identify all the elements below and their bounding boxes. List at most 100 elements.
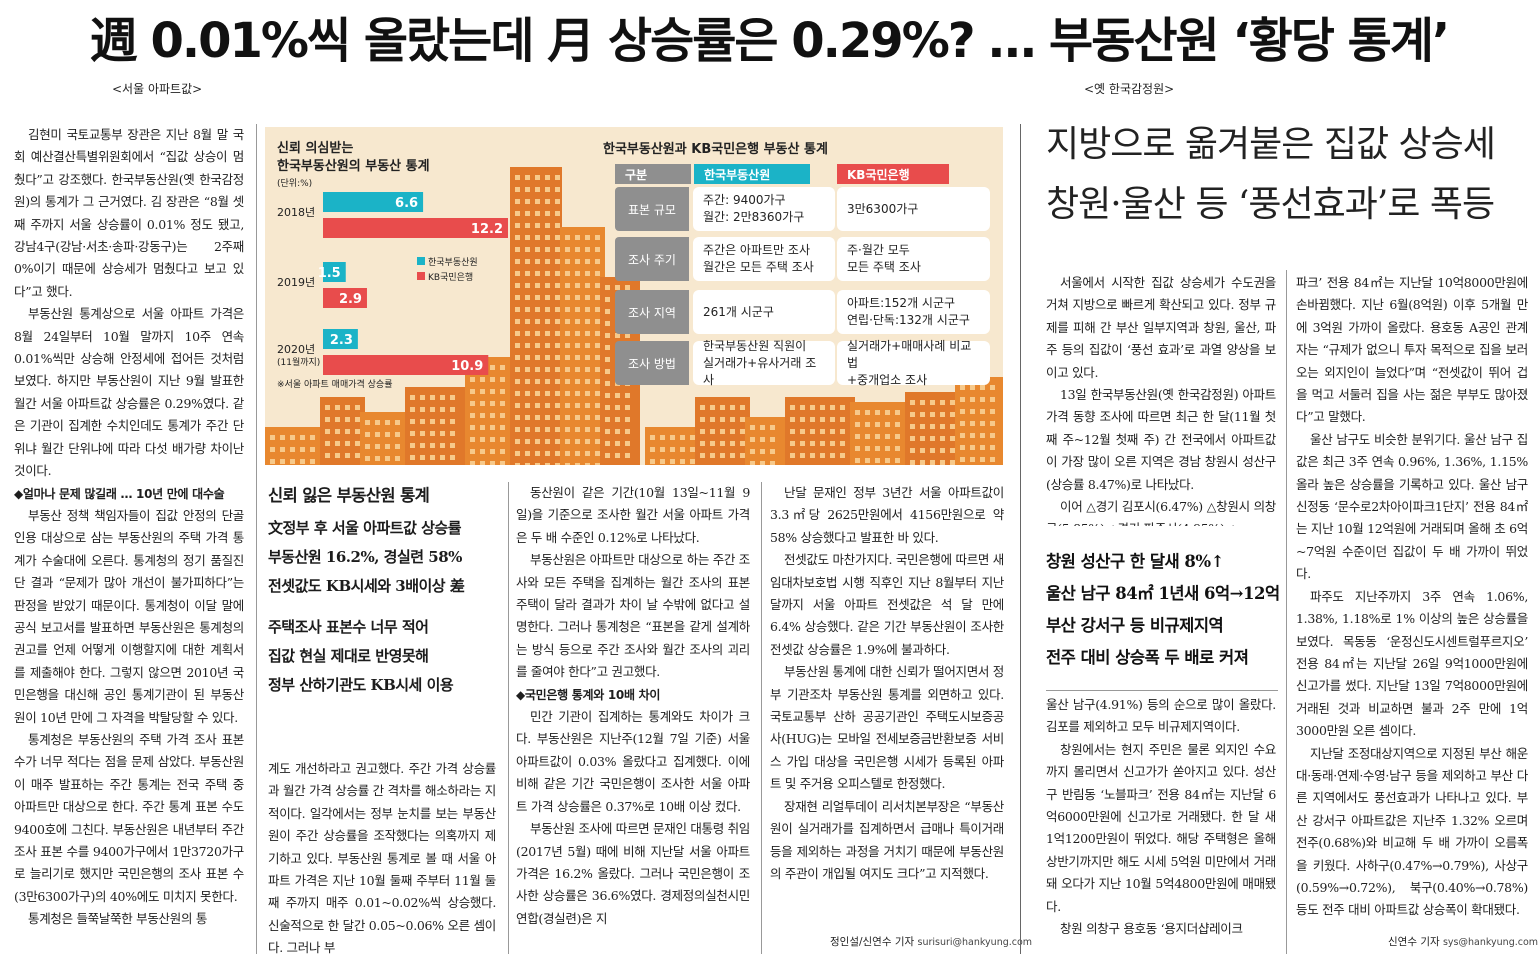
building-window xyxy=(840,417,845,422)
building-window xyxy=(830,441,835,446)
building-window xyxy=(515,199,520,204)
building-window xyxy=(515,391,520,396)
building-window xyxy=(525,271,530,276)
left-article-column-2: 계도 개선하라고 권고했다. 주간 가격 상승률과 월간 가격 상승률 간 격차… xyxy=(268,758,496,954)
building-window xyxy=(545,415,550,420)
building-window xyxy=(525,223,530,228)
article-divider xyxy=(1020,124,1021,954)
building-window xyxy=(750,425,755,430)
building-window xyxy=(605,381,610,386)
building-window xyxy=(545,355,550,360)
building-window xyxy=(535,175,540,180)
building-window xyxy=(365,432,370,437)
building-window xyxy=(810,405,815,410)
right-byline-name: 신연수 기자 xyxy=(1388,936,1440,948)
building-window xyxy=(335,417,340,422)
building-window xyxy=(575,391,580,396)
building-window xyxy=(930,400,935,405)
building-window xyxy=(830,429,835,434)
building-window xyxy=(470,401,475,406)
building-window xyxy=(585,283,590,288)
building-window xyxy=(595,355,600,360)
building-window xyxy=(960,445,965,450)
building-window xyxy=(515,295,520,300)
building-window xyxy=(430,395,435,400)
building-window xyxy=(770,437,775,442)
building-window xyxy=(555,295,560,300)
col2-subhead: 부동산원 16.2%, 경실련 58% xyxy=(268,548,462,566)
building-window xyxy=(595,427,600,432)
building-window xyxy=(385,420,390,425)
building-window xyxy=(980,457,985,462)
building-window xyxy=(410,395,415,400)
building-window xyxy=(855,422,860,427)
building-window xyxy=(575,343,580,348)
building-window xyxy=(345,405,350,410)
building-window xyxy=(910,436,915,441)
building-window xyxy=(545,283,550,288)
building-window xyxy=(545,451,550,456)
building-window xyxy=(365,456,370,461)
paragraph: 창원에서는 현지 주민은 물론 외지인 수요까지 몰리면서 신고가가 쏟아지고 … xyxy=(1046,741,1276,914)
building-window xyxy=(790,405,795,410)
building-window xyxy=(325,453,330,458)
building-window xyxy=(565,307,570,312)
building-window xyxy=(615,441,620,446)
building-window xyxy=(840,441,845,446)
building-window xyxy=(865,434,870,439)
building-window xyxy=(410,419,415,424)
bar-value-label: 2.3 xyxy=(330,333,353,348)
building-window xyxy=(680,435,685,440)
table-row-label: 표본 규모 xyxy=(615,187,689,231)
building-window xyxy=(535,295,540,300)
building-window xyxy=(545,319,550,324)
building-window xyxy=(810,453,815,458)
building-window xyxy=(410,455,415,460)
building-window xyxy=(990,433,995,438)
building-window xyxy=(575,451,580,456)
building-window xyxy=(575,439,580,444)
building-window xyxy=(500,389,505,394)
building-window xyxy=(910,412,915,417)
divider xyxy=(1286,270,1287,954)
building-window xyxy=(565,427,570,432)
building-window xyxy=(595,391,600,396)
building-window xyxy=(525,247,530,252)
building-window xyxy=(545,271,550,276)
building-window xyxy=(710,453,715,458)
building-window xyxy=(290,459,295,464)
building-window xyxy=(355,441,360,446)
right-article-column-1-bottom: 울산 남구(4.91%) 등의 순으로 많이 올랐다. 김포를 제외하고 모두 … xyxy=(1046,694,1276,954)
building-window xyxy=(700,453,705,458)
table-cell-a: 한국부동산원 직원이 실거래가+유사거래 조사 xyxy=(693,339,835,387)
building-window xyxy=(585,331,590,336)
building-window xyxy=(885,446,890,451)
right-byline-email[interactable]: sys@hankyung.com xyxy=(1442,937,1538,948)
building-window xyxy=(625,441,630,446)
building-window xyxy=(585,403,590,408)
building-window xyxy=(895,458,900,463)
building-window xyxy=(730,405,735,410)
legend-swatch xyxy=(417,257,425,265)
building-window xyxy=(820,429,825,434)
building-window xyxy=(410,407,415,412)
building-window xyxy=(700,429,705,434)
left-byline-email[interactable]: surisuri@hankyung.com xyxy=(917,937,1033,948)
building-window xyxy=(840,453,845,458)
table-cell-a: 261개 시군구 xyxy=(693,290,835,334)
building-window xyxy=(625,333,630,338)
building-window xyxy=(575,379,580,384)
table-cell-b: 실거래가+매매사례 비교법 +중개업소 조사 xyxy=(837,339,990,387)
building-window xyxy=(385,432,390,437)
building-window xyxy=(670,435,675,440)
bar xyxy=(323,262,346,282)
building-window xyxy=(910,448,915,453)
building-window xyxy=(855,458,860,463)
building-window xyxy=(595,247,600,252)
building-window xyxy=(575,403,580,408)
building-window xyxy=(525,211,530,216)
table-title: 한국부동산원과 KB국민은행 부동산 통계 xyxy=(603,142,828,157)
building-window xyxy=(545,247,550,252)
section-subhead: ◆얼마나 문제 많길래 … 10년 만에 대수술 xyxy=(14,486,225,501)
building-window xyxy=(595,415,600,420)
